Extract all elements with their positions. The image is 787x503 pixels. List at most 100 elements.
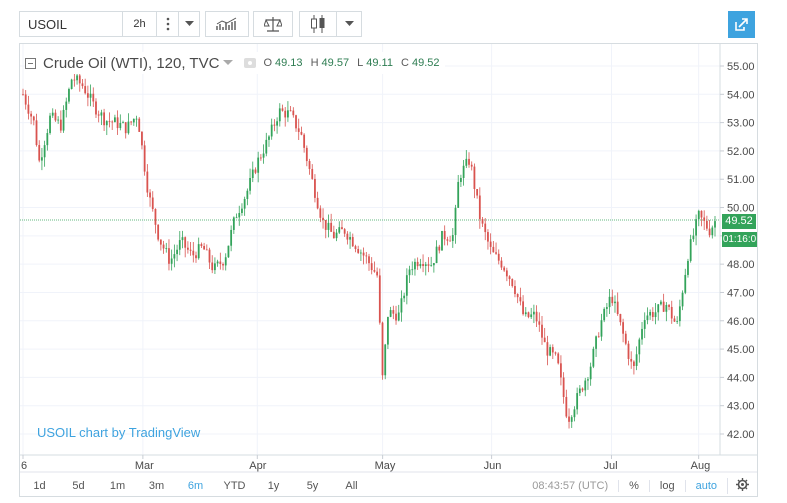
candle-body — [622, 322, 624, 334]
candle-body — [570, 417, 573, 422]
settings-button[interactable] — [727, 477, 757, 494]
candle-body — [335, 232, 338, 239]
candle-body — [589, 366, 592, 380]
candle-body — [95, 101, 97, 115]
candle-body — [478, 195, 481, 220]
price-tick-label: 55.00 — [727, 61, 755, 73]
candle-body — [27, 104, 30, 114]
candle-body — [49, 115, 51, 134]
candle-body — [292, 110, 295, 116]
candle-body — [195, 255, 197, 259]
candle-body — [351, 237, 354, 247]
candle-body — [143, 145, 146, 172]
eye-icon[interactable] — [243, 57, 257, 69]
interval-dropdown-button[interactable] — [179, 11, 200, 37]
candle-body — [660, 301, 662, 305]
more-intervals-button[interactable] — [157, 11, 179, 37]
candle-body — [541, 324, 543, 338]
candle-body — [368, 256, 370, 264]
symbol-input[interactable]: USOIL — [19, 11, 122, 37]
candle-body — [235, 217, 238, 219]
candle-body — [24, 94, 27, 105]
candle-body — [35, 120, 38, 146]
candle-body — [387, 316, 389, 345]
candle-body — [595, 336, 597, 349]
candle-body — [468, 158, 470, 165]
popout-button[interactable] — [728, 11, 755, 38]
percent-toggle[interactable]: % — [618, 479, 649, 492]
candle-body — [243, 198, 246, 209]
range-1y[interactable]: 1y — [267, 479, 280, 492]
low-value: 49.11 — [366, 57, 393, 69]
range-all[interactable]: All — [345, 479, 358, 492]
candle-body — [505, 270, 508, 277]
candle-body — [314, 178, 316, 198]
log-toggle[interactable]: log — [648, 479, 685, 492]
candle-body — [657, 304, 660, 313]
candle-body — [151, 197, 154, 210]
candle-body — [346, 233, 349, 240]
toolbar: USOIL 2h — [0, 0, 787, 43]
candle-body — [41, 157, 43, 161]
range-1m[interactable]: 1m — [109, 479, 126, 492]
candle-body — [116, 117, 119, 129]
compare-button[interactable] — [253, 11, 293, 37]
candle-body — [392, 310, 395, 314]
candle-body — [384, 344, 387, 376]
candle-body — [560, 363, 562, 378]
candle-body — [535, 311, 538, 322]
open-value: 49.13 — [275, 57, 303, 69]
candle-body — [557, 353, 560, 364]
candle-body — [265, 139, 268, 154]
chart-type-button[interactable] — [299, 11, 337, 37]
candle-body — [349, 237, 351, 240]
chevron-down-icon[interactable] — [223, 60, 234, 66]
candle-body — [400, 298, 403, 313]
candle-body — [684, 274, 687, 293]
candle-body — [441, 230, 443, 251]
candle-body — [705, 220, 708, 229]
candle-body — [268, 136, 270, 140]
candle-body — [689, 239, 692, 261]
candle-body — [300, 131, 303, 135]
candle-body — [538, 321, 541, 325]
range-5d[interactable]: 5d — [72, 479, 85, 492]
range-6m[interactable]: 6m — [187, 479, 204, 492]
candle-body — [616, 301, 619, 315]
candle-body — [476, 188, 479, 196]
candles — [22, 71, 716, 429]
auto-scale-toggle[interactable]: auto — [684, 479, 727, 492]
range-5y[interactable]: 5y — [306, 479, 319, 492]
candle-body — [130, 121, 133, 123]
interval-button[interactable]: 2h — [122, 11, 157, 37]
candle-body — [138, 118, 141, 132]
candle-body — [176, 249, 178, 255]
candle-body — [481, 219, 484, 224]
candle-body — [249, 177, 251, 191]
candle-body — [549, 347, 552, 356]
ohlc-values: O 49.13 H 49.57 L 49.11 C 49.52 — [263, 57, 444, 69]
candle-body — [449, 240, 451, 242]
candle-body — [57, 119, 60, 121]
candle-body — [405, 275, 408, 296]
candle-body — [281, 108, 284, 111]
candle-body — [592, 348, 595, 367]
candle-body — [435, 246, 438, 264]
candle-body — [365, 255, 368, 257]
candle-body — [259, 157, 262, 159]
chart-type-dropdown-button[interactable] — [337, 11, 362, 37]
range-3m[interactable]: 3m — [148, 479, 165, 492]
indicators-button[interactable] — [205, 11, 249, 37]
high-label: H — [310, 57, 319, 69]
time-tick-label: Apr — [249, 460, 266, 472]
watermark-link[interactable]: USOIL chart by TradingView — [37, 425, 201, 440]
collapse-legend-icon[interactable] — [25, 57, 36, 69]
candle-body — [641, 328, 643, 340]
range-1d[interactable]: 1d — [33, 479, 46, 492]
range-ytd[interactable]: YTD — [223, 479, 246, 492]
candle-body — [524, 312, 527, 315]
candle-body — [576, 393, 579, 410]
candle-body — [665, 304, 668, 312]
candle-body — [646, 315, 649, 321]
